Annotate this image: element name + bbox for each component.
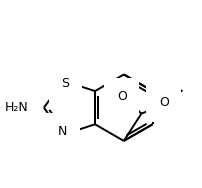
- Text: S: S: [61, 77, 69, 90]
- Text: O: O: [159, 96, 169, 109]
- Text: N: N: [58, 125, 67, 138]
- Text: H₂N: H₂N: [4, 101, 28, 114]
- Text: O: O: [117, 90, 127, 103]
